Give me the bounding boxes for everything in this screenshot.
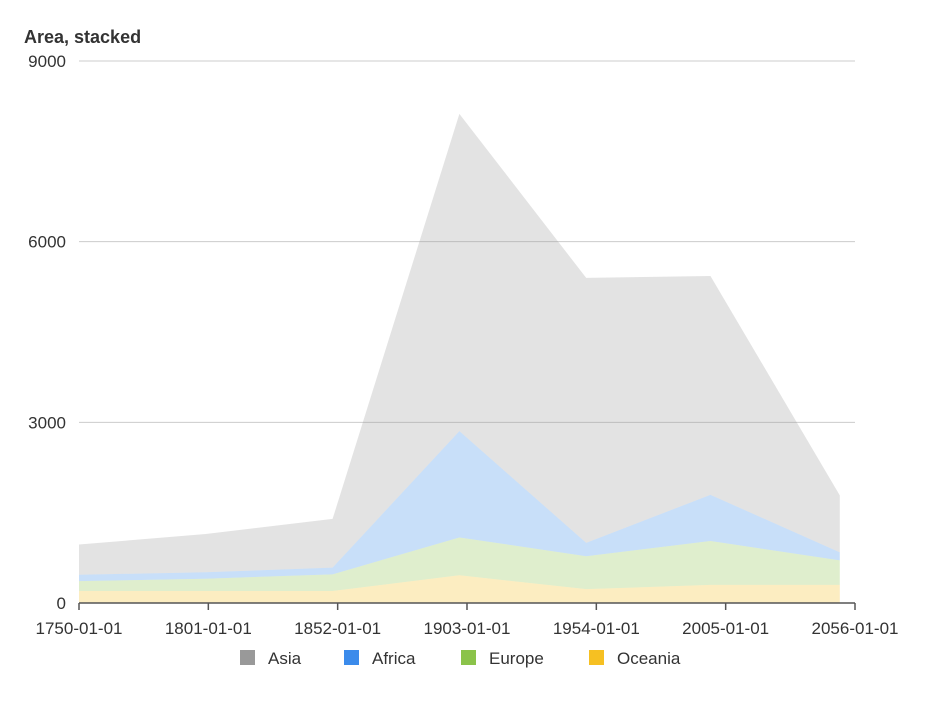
legend-label: Asia [268,649,302,668]
area-series-asia [79,113,840,575]
grid-layer [79,60,855,423]
legend-item-asia[interactable]: Asia [240,649,302,668]
legend-item-oceania[interactable]: Oceania [589,649,681,668]
axis-layer: 0 3000 6000 9000 1750-01-01 1801-01-01 1852-01… [28,52,898,638]
legend-label: Oceania [617,649,681,668]
x-tick-label: 1750-01-01 [36,619,123,638]
area-series-europe [79,537,840,591]
x-tick-label: 2005-01-01 [682,619,769,638]
legend-item-europe[interactable]: Europe [461,649,544,668]
legend: Asia Africa Europe Oceania [240,649,681,668]
area-layer [79,113,840,603]
x-tick-label: 1801-01-01 [165,619,252,638]
legend-label: Africa [372,649,416,668]
legend-item-africa[interactable]: Africa [344,649,416,668]
legend-label: Europe [489,649,544,668]
x-tick-label: 2056-01-01 [812,619,899,638]
y-tick-label: 0 [57,594,66,613]
legend-swatch [461,650,476,665]
y-tick-label: 3000 [28,413,66,432]
legend-swatch [589,650,604,665]
chart-title: Area, stacked [24,27,142,47]
area-series-africa [79,431,840,582]
y-tick-label: 6000 [28,233,66,252]
legend-swatch [344,650,359,665]
area-series-oceania [79,575,840,603]
x-tick-label: 1903-01-01 [424,619,511,638]
legend-swatch [240,650,255,665]
x-tick-label: 1852-01-01 [294,619,381,638]
y-tick-label: 9000 [28,52,66,71]
x-tick-label: 1954-01-01 [553,619,640,638]
